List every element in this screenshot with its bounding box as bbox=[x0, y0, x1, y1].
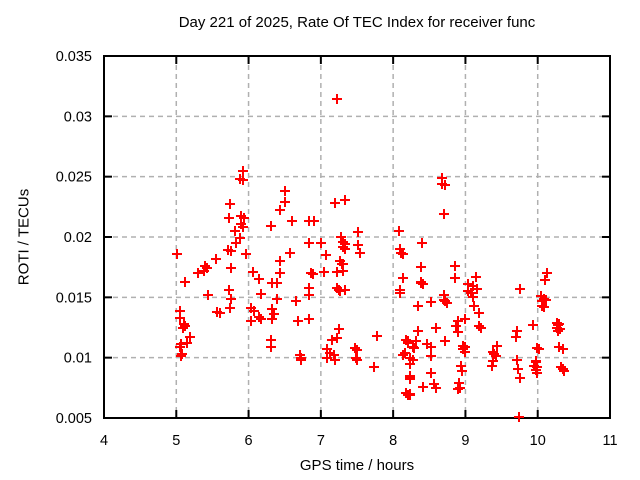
y-tick-label: 0.005 bbox=[56, 411, 92, 427]
x-tick-label: 10 bbox=[530, 433, 546, 449]
scatter-markers bbox=[172, 94, 569, 422]
y-tick-label: 0.035 bbox=[56, 49, 92, 65]
y-tick-label: 0.03 bbox=[64, 109, 92, 125]
y-tick-label: 0.01 bbox=[64, 351, 92, 367]
tick-marks bbox=[103, 55, 611, 419]
y-axis-label: ROTI / TECUs bbox=[15, 188, 33, 286]
y-tick-label: 0.02 bbox=[64, 230, 92, 246]
x-axis-label: GPS time / hours bbox=[299, 457, 415, 474]
x-tick-label: 4 bbox=[100, 433, 108, 449]
y-tick-label: 0.025 bbox=[56, 170, 92, 186]
x-tick-label: 8 bbox=[389, 433, 397, 449]
y-tick-label: 0.015 bbox=[56, 290, 92, 306]
tick-labels: 4 5 6 7 8 9 10 11 0.005 0.01 0.015 0.02 0.025 0.03 0.0… bbox=[56, 49, 618, 449]
x-tick-label: 6 bbox=[245, 433, 253, 449]
x-tick-label: 9 bbox=[461, 433, 469, 449]
chart-title: Day 221 of 2025, Rate Of TEC Index for r… bbox=[178, 14, 536, 31]
x-tick-label: 7 bbox=[317, 433, 325, 449]
x-tick-label: 11 bbox=[602, 433, 617, 449]
x-tick-label: 5 bbox=[172, 433, 180, 449]
